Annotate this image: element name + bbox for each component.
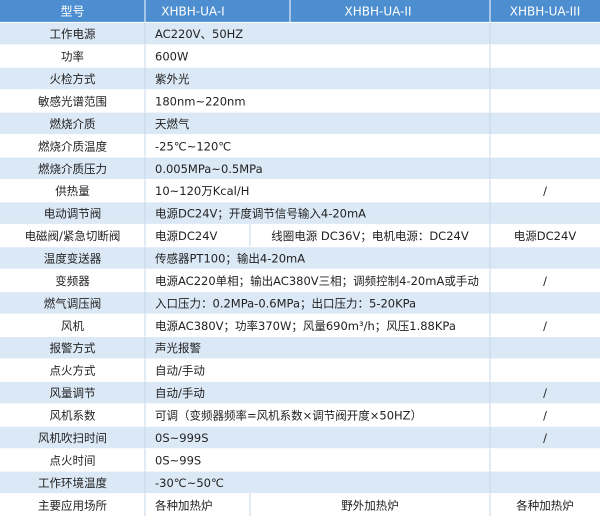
row-background xyxy=(0,381,600,404)
cell: 各种加热炉 xyxy=(155,498,213,512)
row-label: 报警方式 xyxy=(50,341,96,355)
cell: 电源AC380V；功率370W；风量690m³/h；风压1.88KPa xyxy=(155,319,456,333)
cell: 600W xyxy=(155,50,188,64)
cell: 0.005MPa~0.5MPa xyxy=(155,162,263,176)
cell: -30℃~50℃ xyxy=(155,476,224,490)
cell: / xyxy=(543,319,547,333)
row-label: 火检方式 xyxy=(50,72,96,86)
cell: 可调（变频器频率=风机系数×调节阀开度×50HZ） xyxy=(155,409,422,423)
row-label: 风量调节 xyxy=(50,386,96,400)
cell: AC220V、50HZ xyxy=(155,27,243,41)
row-background xyxy=(0,201,600,225)
cell: / xyxy=(543,184,547,198)
row-label: 点火时间 xyxy=(50,453,96,467)
cell: 天燃气 xyxy=(155,117,190,131)
row-label: 敏感光谱范围 xyxy=(38,94,107,108)
cell: 各种加热炉 xyxy=(516,498,574,512)
header-cell: 型号 xyxy=(60,5,84,19)
row-label: 燃烧介质 xyxy=(50,117,96,131)
cell: 自动/手动 xyxy=(155,364,205,378)
row-label: 电动调节阀 xyxy=(44,207,102,221)
header-cell: XHBH-UA-III xyxy=(510,5,581,19)
row-background xyxy=(0,157,600,180)
row-background xyxy=(0,246,600,270)
cell: 野外加热炉 xyxy=(341,498,399,512)
cell: 0S~99S xyxy=(155,453,201,467)
cell: 电源DC24V xyxy=(514,229,577,243)
row-background xyxy=(0,22,600,45)
row-label: 功率 xyxy=(61,50,84,64)
cell: / xyxy=(543,431,547,445)
row-label: 燃烧介质温度 xyxy=(38,139,107,153)
cell: 10~120万Kcal/H xyxy=(155,184,249,198)
row-label: 电磁阀/紧急切断阀 xyxy=(25,229,121,243)
cell: 传感器PT100；输出4-20mA xyxy=(155,252,305,266)
row-label: 变频器 xyxy=(55,274,90,288)
row-background xyxy=(0,134,600,158)
row-background xyxy=(0,403,600,427)
cell: / xyxy=(543,409,547,423)
row-background xyxy=(0,224,600,247)
row-background xyxy=(0,448,600,472)
cell: 线圈电源 DC36V；电机电源：DC24V xyxy=(271,229,469,243)
row-label: 燃气调压阀 xyxy=(44,296,102,310)
row-background xyxy=(0,89,600,113)
cell: 紫外光 xyxy=(155,72,190,86)
row-background xyxy=(0,44,600,68)
cell: 电源DC24V；开度调节信号输入4-20mA xyxy=(155,207,366,221)
row-background xyxy=(0,426,600,449)
row-label: 风机系数 xyxy=(50,409,96,423)
row-label: 风机 xyxy=(61,319,84,333)
row-background xyxy=(0,112,600,135)
row-label: 供热量 xyxy=(55,184,90,198)
cell: 180nm~220nm xyxy=(155,94,246,108)
cell: 0S~999S xyxy=(155,431,209,445)
row-background xyxy=(0,269,600,292)
cell: / xyxy=(543,386,547,400)
row-background xyxy=(0,358,600,382)
header-cell: XHBH-UA-II xyxy=(345,5,412,19)
cell: / xyxy=(543,274,547,288)
row-label: 燃烧介质压力 xyxy=(38,162,107,176)
cell: -25℃~120℃ xyxy=(155,139,231,153)
row-background xyxy=(0,291,600,315)
cell: 电源AC220单相；输出AC380V三相；调频控制4-20mA或手动 xyxy=(155,274,479,288)
cell: 声光报警 xyxy=(155,341,201,355)
row-label: 工作环境温度 xyxy=(38,476,107,490)
row-background xyxy=(0,336,600,359)
row-label: 温度变送器 xyxy=(44,252,102,266)
cell: 自动/手动 xyxy=(155,386,205,400)
row-label: 工作电源 xyxy=(50,27,96,41)
cell: 电源DC24V xyxy=(155,229,218,243)
row-label: 主要应用场所 xyxy=(38,498,107,512)
row-background xyxy=(0,314,600,337)
header-row xyxy=(0,0,600,23)
row-label: 风机吹扫时间 xyxy=(38,431,107,445)
row-background xyxy=(0,471,600,494)
row-background xyxy=(0,493,600,516)
header-cell: XHBH-UA-I xyxy=(161,5,224,19)
cell: 入口压力：0.2MPa-0.6MPa；出口压力：5-20KPa xyxy=(155,296,416,310)
row-label: 点火方式 xyxy=(50,364,96,378)
row-background xyxy=(0,67,600,90)
row-background xyxy=(0,179,600,202)
